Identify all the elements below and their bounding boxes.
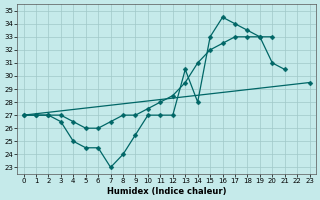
X-axis label: Humidex (Indice chaleur): Humidex (Indice chaleur) <box>107 187 226 196</box>
